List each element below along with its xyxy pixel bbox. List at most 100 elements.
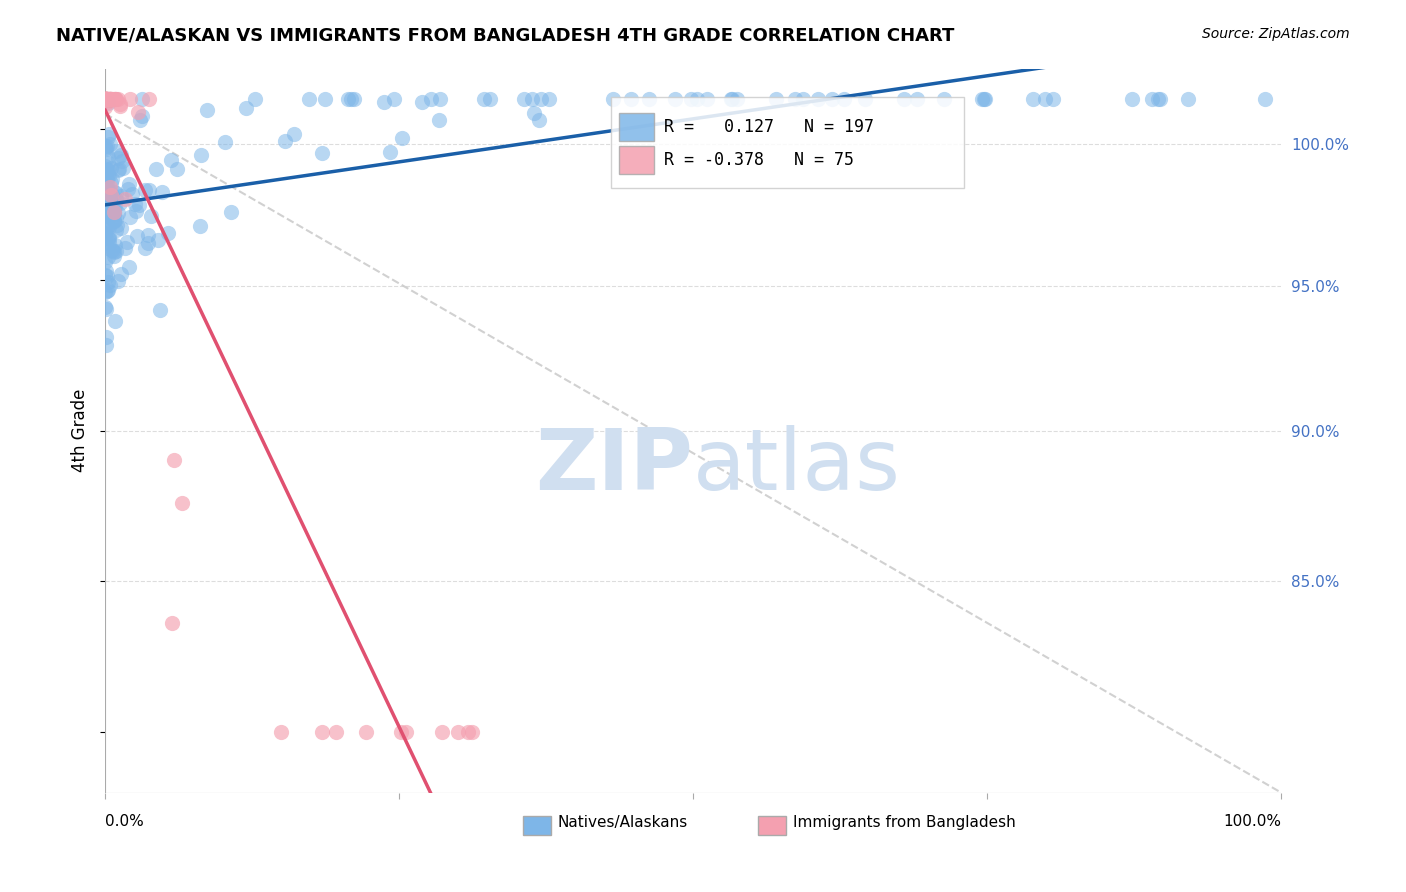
Point	[100, 92, 122, 106]
Text: R = -0.378   N = 75: R = -0.378 N = 75	[664, 151, 853, 169]
Point	[103, 250, 125, 264]
Point	[681, 92, 703, 106]
Point	[108, 162, 131, 177]
Point	[108, 99, 131, 113]
Point	[427, 112, 450, 127]
Point	[107, 152, 129, 166]
Point	[96, 95, 118, 109]
Point	[98, 193, 121, 207]
Point	[380, 145, 402, 159]
Point	[96, 92, 118, 106]
Point	[94, 223, 117, 237]
Point	[472, 92, 495, 106]
Point	[391, 130, 413, 145]
Point	[110, 153, 132, 168]
Point	[974, 92, 997, 106]
Point	[100, 176, 122, 190]
Point	[104, 212, 127, 227]
Point	[893, 92, 915, 106]
Point	[124, 196, 146, 211]
Point	[94, 180, 117, 194]
Point	[94, 92, 117, 106]
Point	[373, 95, 395, 109]
Point	[932, 92, 955, 106]
Point	[970, 92, 993, 106]
Point	[96, 92, 118, 106]
Point	[311, 725, 333, 739]
Point	[821, 92, 844, 106]
Point	[146, 233, 169, 247]
Point	[98, 207, 121, 221]
Point	[686, 92, 709, 106]
Point	[429, 92, 451, 106]
Point	[94, 302, 117, 317]
Point	[97, 150, 120, 164]
Point	[104, 314, 127, 328]
Point	[664, 92, 686, 106]
Point	[1022, 92, 1045, 106]
Point	[100, 161, 122, 175]
Point	[94, 255, 117, 269]
Point	[720, 92, 742, 106]
Point	[138, 92, 160, 106]
Point	[1121, 92, 1143, 106]
Point	[98, 92, 121, 106]
Point	[1142, 92, 1164, 106]
Point	[96, 138, 118, 153]
Point	[97, 207, 120, 221]
Point	[105, 218, 128, 232]
Point	[105, 92, 128, 106]
Point	[94, 229, 117, 244]
Point	[156, 226, 179, 240]
Point	[336, 92, 359, 106]
Point	[190, 148, 212, 162]
Point	[127, 104, 149, 119]
Point	[97, 95, 120, 110]
Point	[118, 177, 141, 191]
Point	[103, 205, 125, 219]
Point	[103, 206, 125, 220]
Point	[325, 725, 347, 739]
Point	[389, 725, 412, 739]
Point	[115, 235, 138, 249]
Point	[101, 92, 124, 106]
Text: 0.0%: 0.0%	[105, 814, 143, 830]
Point	[97, 162, 120, 177]
Point	[94, 198, 117, 212]
Point	[100, 171, 122, 186]
Point	[110, 267, 132, 281]
Point	[96, 92, 118, 106]
Point	[94, 202, 117, 217]
Point	[96, 284, 118, 298]
Point	[107, 92, 129, 106]
Point	[125, 228, 148, 243]
Point	[98, 136, 121, 151]
Point	[172, 496, 194, 510]
Text: ZIP: ZIP	[536, 425, 693, 508]
Point	[94, 186, 117, 200]
Point	[94, 235, 117, 250]
Point	[110, 188, 132, 202]
Point	[112, 161, 135, 176]
Point	[100, 92, 122, 106]
Point	[94, 92, 117, 106]
Point	[97, 275, 120, 289]
Point	[94, 92, 117, 106]
Point	[356, 725, 378, 739]
Point	[98, 190, 121, 204]
Point	[1177, 92, 1199, 106]
Point	[298, 92, 321, 106]
FancyBboxPatch shape	[610, 97, 963, 188]
Point	[98, 92, 121, 106]
Point	[98, 209, 121, 223]
Point	[98, 220, 121, 235]
Point	[94, 285, 117, 299]
Point	[104, 223, 127, 237]
Point	[97, 230, 120, 244]
Point	[530, 92, 553, 106]
Point	[638, 92, 661, 106]
Point	[97, 92, 120, 106]
Point	[105, 192, 128, 206]
Point	[96, 191, 118, 205]
Point	[134, 241, 156, 255]
